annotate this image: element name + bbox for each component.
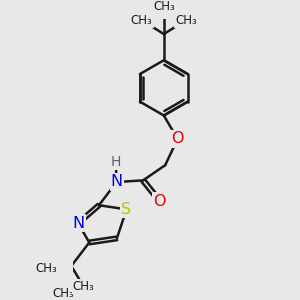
Text: CH₃: CH₃ [52, 287, 74, 300]
Text: CH₃: CH₃ [153, 0, 175, 13]
Text: S: S [122, 202, 132, 217]
Text: O: O [153, 194, 166, 208]
Text: CH₃: CH₃ [175, 14, 197, 27]
Text: N: N [111, 174, 123, 189]
Text: H: H [110, 155, 121, 169]
Text: CH₃: CH₃ [73, 280, 94, 293]
Text: CH₃: CH₃ [36, 262, 57, 275]
Text: N: N [72, 216, 84, 231]
Text: O: O [171, 131, 184, 146]
Text: CH₃: CH₃ [131, 14, 153, 27]
